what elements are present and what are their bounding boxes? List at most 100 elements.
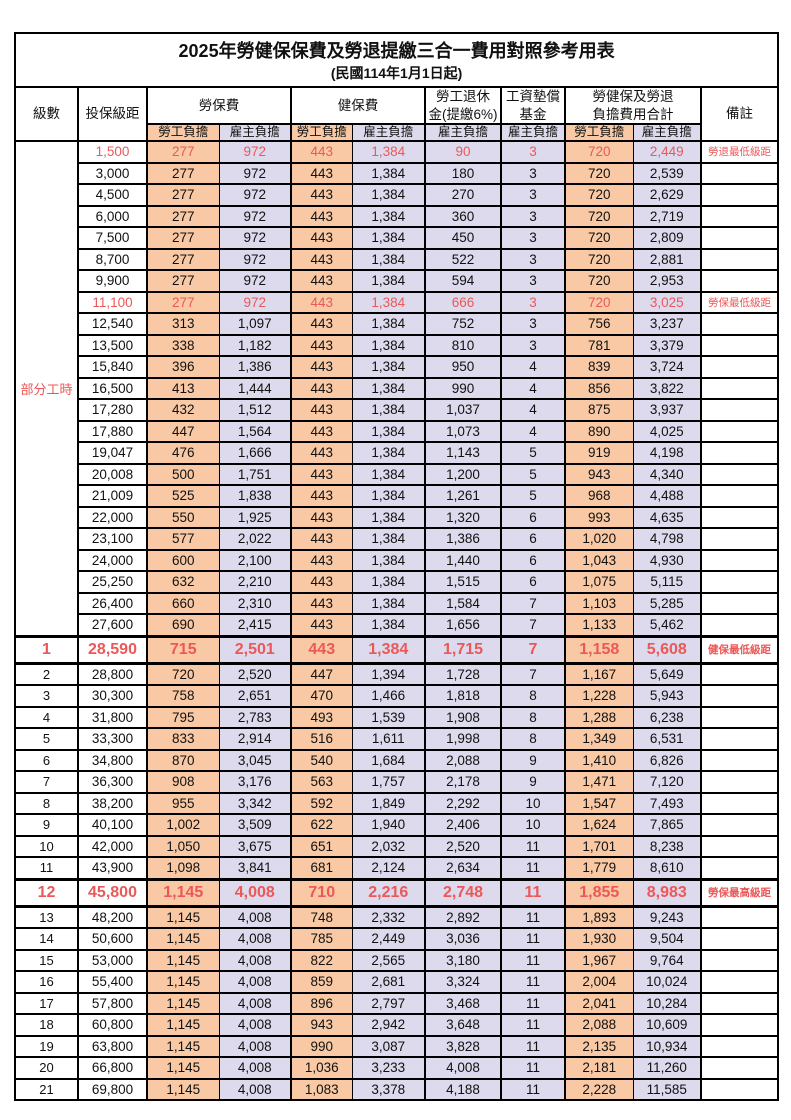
cell-health-employer: 2,449 — [351, 927, 426, 951]
cell-wage-fund-employer: 11 — [500, 991, 566, 1016]
cell-level: 21 — [14, 1077, 79, 1102]
cell-total-employer: 6,531 — [632, 727, 702, 751]
cell-pension-employer: 1,200 — [424, 462, 502, 487]
cell-remark — [699, 705, 779, 730]
cell-total-employee: 720 — [564, 140, 634, 164]
cell-health-employer: 3,378 — [351, 1077, 426, 1102]
cell-wage-fund-employer: 10 — [500, 791, 566, 816]
cell-health-employer: 1,611 — [351, 727, 426, 751]
cell-wage-fund-employer: 11 — [500, 905, 566, 930]
cell-pension-employer: 360 — [424, 204, 502, 229]
cell-wage-fund-employer: 7 — [500, 662, 566, 687]
table-row: 19 63,800 1,145 4,008 990 3,087 3,828 11 2,135 10… — [14, 1034, 779, 1059]
cell-labor-employer: 2,022 — [218, 527, 292, 551]
cell-total-employer: 5,285 — [632, 591, 702, 616]
cell-labor-employee: 1,145 — [146, 1056, 220, 1080]
cell-total-employer: 10,609 — [632, 1013, 702, 1037]
table-row: 11,100 277 972 443 1,384 666 3 720 3,025 勞保最低級距 — [15, 290, 779, 315]
header-total-line2: 負擔費用合計 — [592, 106, 674, 122]
cell-pension-employer: 1,386 — [424, 527, 502, 551]
cell-bracket: 15,840 — [77, 355, 148, 379]
cell-wage-fund-employer: 4 — [500, 355, 566, 379]
cell-pension-employer: 950 — [424, 355, 502, 379]
cell-wage-fund-employer: 11 — [500, 970, 566, 994]
cell-pension-employer: 990 — [424, 376, 502, 401]
cell-bracket: 20,008 — [77, 462, 148, 487]
cell-health-employer: 1,384 — [351, 161, 426, 186]
cell-total-employee: 720 — [564, 226, 634, 250]
cell-labor-employee: 1,145 — [146, 1013, 220, 1037]
cell-labor-employee: 476 — [146, 441, 220, 465]
cell-health-employee: 443 — [290, 269, 353, 293]
cell-total-employer: 9,504 — [632, 927, 702, 951]
cell-remark — [699, 1077, 779, 1102]
cell-labor-employer: 972 — [218, 204, 292, 229]
cell-wage-fund-employer: 9 — [500, 748, 566, 773]
cell-labor-employee: 870 — [146, 748, 220, 773]
cell-pension-employer: 3,036 — [424, 927, 502, 951]
table-row: 3,000 277 972 443 1,384 180 3 720 2,539 — [15, 161, 779, 186]
cell-bracket: 8,700 — [77, 247, 148, 272]
cell-health-employer: 1,384 — [351, 312, 426, 336]
cell-pension-employer: 594 — [424, 269, 502, 293]
cell-labor-employee: 833 — [146, 727, 220, 751]
cell-labor-employee: 908 — [146, 770, 220, 794]
table-row: 23,100 577 2,022 443 1,384 1,386 6 1,020 4,798 — [15, 527, 779, 551]
cell-labor-employer: 1,838 — [218, 484, 292, 508]
cell-labor-employee: 338 — [146, 333, 220, 358]
cell-labor-employee: 500 — [146, 462, 220, 487]
cell-pension-employer: 1,998 — [424, 727, 502, 751]
header-wage-fund-line1: 工資墊償 — [506, 89, 560, 104]
cell-health-employer: 1,384 — [351, 634, 426, 665]
cell-labor-employee: 277 — [146, 204, 220, 229]
cell-pension-employer: 2,634 — [424, 856, 502, 881]
cell-total-employer: 10,024 — [632, 970, 702, 994]
table-row: 20 66,800 1,145 4,008 1,036 3,233 4,008 11 2,181… — [14, 1056, 779, 1080]
cell-total-employee: 2,088 — [564, 1013, 634, 1037]
header-total-line1: 勞健保及勞退 — [592, 89, 674, 104]
cell-health-employer: 1,384 — [351, 419, 426, 444]
cell-wage-fund-employer: 4 — [500, 376, 566, 401]
table-row: 19,047 476 1,666 443 1,384 1,143 5 919 4,198 — [15, 441, 779, 465]
cell-total-employer: 3,237 — [632, 312, 702, 336]
cell-health-employee: 443 — [290, 441, 353, 465]
cell-health-employee: 943 — [290, 1013, 353, 1037]
cell-bracket: 22,000 — [77, 505, 148, 530]
header-group-row: 級數 投保級距 勞保費 健保費 勞工退休 金(提繳6%) 工資墊償 基金 勞健保及勞… — [14, 85, 779, 143]
cell-total-employee: 720 — [564, 269, 634, 293]
cell-health-employee: 443 — [290, 376, 353, 401]
cell-total-employee: 943 — [564, 462, 634, 487]
cell-wage-fund-employer: 6 — [500, 548, 566, 573]
header-total: 勞健保及勞退 負擔費用合計 — [564, 85, 702, 126]
cell-bracket: 63,800 — [77, 1034, 148, 1059]
cell-labor-employee: 1,145 — [146, 877, 220, 908]
cell-health-employee: 540 — [290, 748, 353, 773]
cell-level: 3 — [14, 684, 79, 708]
cell-health-employee: 443 — [290, 462, 353, 487]
cell-labor-employer: 4,008 — [218, 877, 292, 908]
cell-bracket: 48,200 — [77, 905, 148, 930]
cell-total-employee: 1,471 — [564, 770, 634, 794]
header-wage-fund-line2: 基金 — [519, 106, 547, 122]
cell-health-employee: 443 — [290, 355, 353, 379]
cell-pension-employer: 270 — [424, 183, 502, 207]
cell-remark — [699, 226, 779, 250]
cell-remark — [699, 398, 779, 422]
cell-wage-fund-employer: 11 — [500, 856, 566, 881]
cell-health-employer: 2,032 — [351, 834, 426, 859]
header-level: 級數 — [14, 85, 79, 143]
cell-pension-employer: 752 — [424, 312, 502, 336]
cell-pension-employer: 3,180 — [424, 948, 502, 973]
cell-labor-employer: 1,925 — [218, 505, 292, 530]
cell-pension-employer: 810 — [424, 333, 502, 358]
table-row: 16 55,400 1,145 4,008 859 2,681 3,324 11 2,004 10… — [14, 970, 779, 994]
table-row: 部分工時 1,500 277 972 443 1,384 90 3 720 2,449 勞退最低級距 — [14, 140, 779, 638]
cell-labor-employer: 972 — [218, 269, 292, 293]
cell-remark — [699, 662, 779, 687]
cell-level: 15 — [14, 948, 79, 973]
cell-labor-employer: 1,751 — [218, 462, 292, 487]
cell-remark: 勞退最低級距 — [699, 140, 779, 164]
cell-health-employer: 1,384 — [351, 204, 426, 229]
cell-health-employee: 443 — [290, 613, 353, 638]
cell-health-employer: 1,384 — [351, 290, 426, 315]
